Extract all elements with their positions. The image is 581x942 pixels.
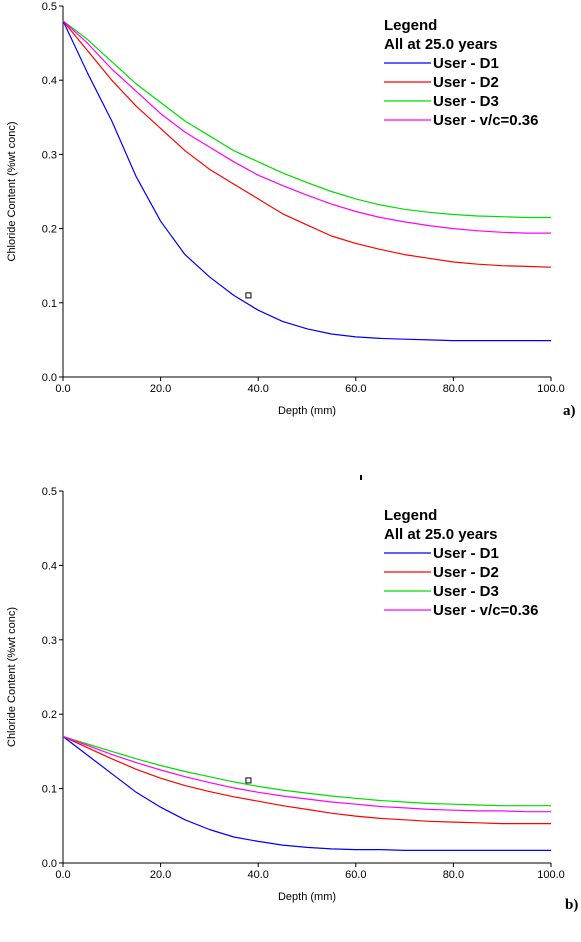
y-tick-label: 0.4 xyxy=(42,75,57,87)
chart-panel-b: 0.0 0.1 0.2 0.3 0.4 0.5 0.0 20.0 40.0 60.0 80.0 100… xyxy=(6,486,578,913)
panel-label: a) xyxy=(563,403,576,419)
panel-label: b) xyxy=(565,897,578,913)
series-line-3 xyxy=(62,735,551,807)
legend-entry: User - v/c=0.36 xyxy=(433,602,539,619)
series-line-2 xyxy=(62,20,552,268)
x-tick-label: 0.0 xyxy=(55,869,70,881)
x-tick-label: 40.0 xyxy=(247,869,268,881)
y-tick-label: 0.3 xyxy=(42,149,57,161)
series-line-2 xyxy=(62,735,551,825)
legend-entry: User - D3 xyxy=(433,93,499,110)
x-tick-label: 20.0 xyxy=(150,383,171,395)
legend-entry: User - D1 xyxy=(433,55,499,72)
legend-entry: User - D3 xyxy=(433,583,499,600)
stray-mark xyxy=(360,475,362,480)
series-line-3 xyxy=(62,20,551,219)
legend-subheading: All at 25.0 years xyxy=(384,526,497,543)
x-axis-label: Depth (mm) xyxy=(278,405,336,417)
y-tick-label: 0.2 xyxy=(42,709,57,721)
x-tick-label: 40.0 xyxy=(247,383,268,395)
data-marker xyxy=(245,292,252,299)
y-tick-label: 0.5 xyxy=(42,1,57,13)
legend-heading: Legend xyxy=(384,17,437,34)
y-tick-label: 0.4 xyxy=(42,560,57,572)
series-line-1 xyxy=(62,20,551,342)
x-tick-label: 20.0 xyxy=(150,869,171,881)
y-tick-label: 0.1 xyxy=(42,784,57,796)
x-tick-label: 80.0 xyxy=(443,869,464,881)
x-tick-label: 100.0 xyxy=(537,869,565,881)
y-axis-label: Chloride Content (%wt conc) xyxy=(6,121,18,261)
data-marker xyxy=(245,777,252,784)
series-line-4 xyxy=(62,20,551,234)
legend-entry: User - D2 xyxy=(433,74,499,91)
legend-entry: User - D1 xyxy=(433,545,499,562)
x-tick-label: 80.0 xyxy=(443,383,464,395)
y-tick-label: 0.2 xyxy=(42,224,57,236)
legend-subheading: All at 25.0 years xyxy=(384,36,497,53)
chart-panel-a: 0.0 0.1 0.2 0.3 0.4 0.5 0.0 20.0 40.0 60.0 80.0 100… xyxy=(6,1,576,480)
legend-entry: User - v/c=0.36 xyxy=(433,112,539,129)
legend-entry: User - D2 xyxy=(433,564,499,581)
legend-heading: Legend xyxy=(384,507,437,524)
y-tick-label: 0.0 xyxy=(42,372,57,384)
x-tick-label: 100.0 xyxy=(537,383,565,395)
x-axis-label: Depth (mm) xyxy=(278,891,336,903)
y-tick-label: 0.3 xyxy=(42,635,57,647)
series-line-4 xyxy=(62,735,551,813)
x-tick-label: 60.0 xyxy=(345,383,366,395)
y-tick-label: 0.1 xyxy=(42,298,57,310)
x-tick-label: 60.0 xyxy=(345,869,366,881)
x-tick-label: 0.0 xyxy=(55,383,70,395)
y-tick-label: 0.0 xyxy=(42,858,57,870)
series-line-1 xyxy=(62,736,551,852)
y-axis-label: Chloride Content (%wt conc) xyxy=(6,607,18,747)
y-tick-label: 0.5 xyxy=(42,486,57,498)
